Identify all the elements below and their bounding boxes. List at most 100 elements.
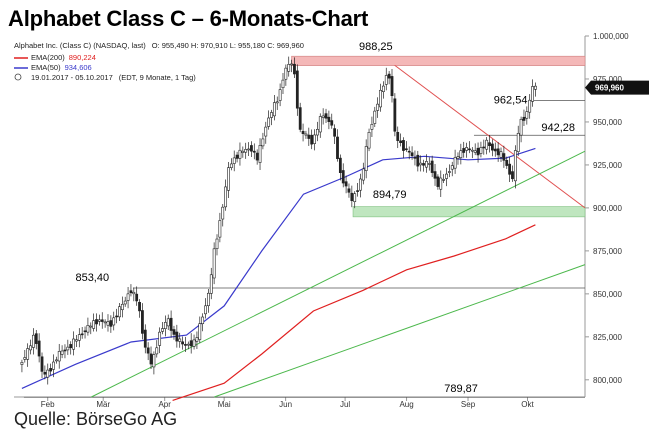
x-tick-label: Jun <box>279 400 292 409</box>
candle-body <box>143 329 147 348</box>
resistance-zone <box>291 55 586 66</box>
candle-body <box>287 64 291 72</box>
candle-body <box>83 330 87 333</box>
candle-body <box>338 157 342 174</box>
candle-body <box>321 115 325 118</box>
candle-body <box>493 148 497 152</box>
candle-body <box>184 344 187 346</box>
candle-body <box>238 149 242 159</box>
candle-body <box>224 186 228 208</box>
candle-body <box>376 103 380 111</box>
level-label: 942,28 <box>541 122 575 134</box>
candle-body <box>344 181 348 187</box>
trendline-uptrend-upper <box>91 150 586 398</box>
candle-body <box>396 131 400 141</box>
candle-body <box>192 339 196 347</box>
y-tick-label: 1.000,000 <box>593 32 629 41</box>
candle-body <box>49 368 53 372</box>
x-tick-label: Apr <box>158 400 171 409</box>
range-label: 19.01.2017 - 05.10.2017 (EDT, 9 Monate, 1… <box>31 73 196 82</box>
candle-body <box>522 116 526 121</box>
candle-body <box>453 157 457 169</box>
y-tick-label: 925,000 <box>593 161 622 170</box>
candle-body <box>456 156 460 159</box>
candle-body <box>313 134 316 144</box>
candle-body <box>531 86 534 102</box>
candle-body <box>241 150 245 153</box>
y-tick-label: 950,000 <box>593 118 622 127</box>
x-tick-label: Feb <box>41 400 55 409</box>
candle-body <box>519 118 523 136</box>
candle-body <box>57 351 61 362</box>
candle-body <box>304 133 308 136</box>
candle-body <box>189 340 193 347</box>
candle-body <box>169 317 173 331</box>
candle-body <box>206 292 210 307</box>
candle-body <box>250 145 253 152</box>
candle-body <box>528 99 532 113</box>
candle-body <box>430 160 434 173</box>
candle-body <box>186 343 190 346</box>
candle-body <box>275 101 279 104</box>
candle-body <box>227 167 230 191</box>
last-price-marker <box>585 80 649 95</box>
candle-body <box>445 173 448 179</box>
candle-body <box>92 320 96 329</box>
candle-body <box>364 146 368 171</box>
candle-body <box>272 102 276 117</box>
candle-body <box>333 128 337 137</box>
level-label: 789,87 <box>444 383 478 395</box>
candle-body <box>347 188 351 193</box>
candle-body <box>367 132 371 149</box>
candle-body <box>459 150 463 158</box>
candle-body <box>204 305 207 315</box>
candle-body <box>361 168 365 181</box>
chart-title: Alphabet Class C – 6-Monats-Chart <box>8 6 369 31</box>
candle-body <box>146 347 150 354</box>
candle-body <box>384 75 388 85</box>
x-tick-label: Okt <box>521 400 534 409</box>
candle-body <box>198 323 202 340</box>
candle-body <box>462 148 466 153</box>
candle-body <box>413 157 417 159</box>
candle-body <box>390 76 394 97</box>
instrument-label: Alphabet Inc. (Class C) (NASDAQ, last) O:… <box>14 41 304 50</box>
candle-body <box>235 154 239 159</box>
candle-body <box>439 177 443 190</box>
candle-body <box>316 128 319 136</box>
candle-body <box>255 152 259 161</box>
candle-body <box>181 341 184 345</box>
candle-body <box>244 149 248 153</box>
candle-body <box>152 354 156 368</box>
candle-body <box>425 161 428 168</box>
candle-body <box>341 170 345 184</box>
candle-body <box>26 348 30 360</box>
candle-body <box>468 148 471 151</box>
candle-body <box>387 73 391 79</box>
candle-body <box>37 340 41 357</box>
candle-body <box>270 112 273 118</box>
candle-body <box>442 179 446 181</box>
candle-body <box>499 151 503 158</box>
candle-body <box>491 143 494 151</box>
ema50-line <box>21 147 536 389</box>
candle-body <box>525 111 529 119</box>
last-price-label: 969,960 <box>595 84 624 93</box>
candle-body <box>267 117 271 127</box>
candle-body <box>404 148 408 151</box>
candle-body <box>482 146 486 149</box>
level-label: 962,54 <box>494 94 528 106</box>
candle-body <box>161 328 164 332</box>
clock-icon <box>14 73 22 81</box>
candle-body <box>34 333 38 344</box>
candle-body <box>132 291 136 295</box>
candle-body <box>513 150 517 182</box>
candle-body <box>178 338 182 342</box>
y-tick-label: 800,000 <box>593 376 622 385</box>
candle-body <box>221 206 225 220</box>
candle-body <box>502 153 506 161</box>
candle-body <box>54 359 58 362</box>
candle-body <box>75 339 78 342</box>
candle-body <box>293 63 296 75</box>
